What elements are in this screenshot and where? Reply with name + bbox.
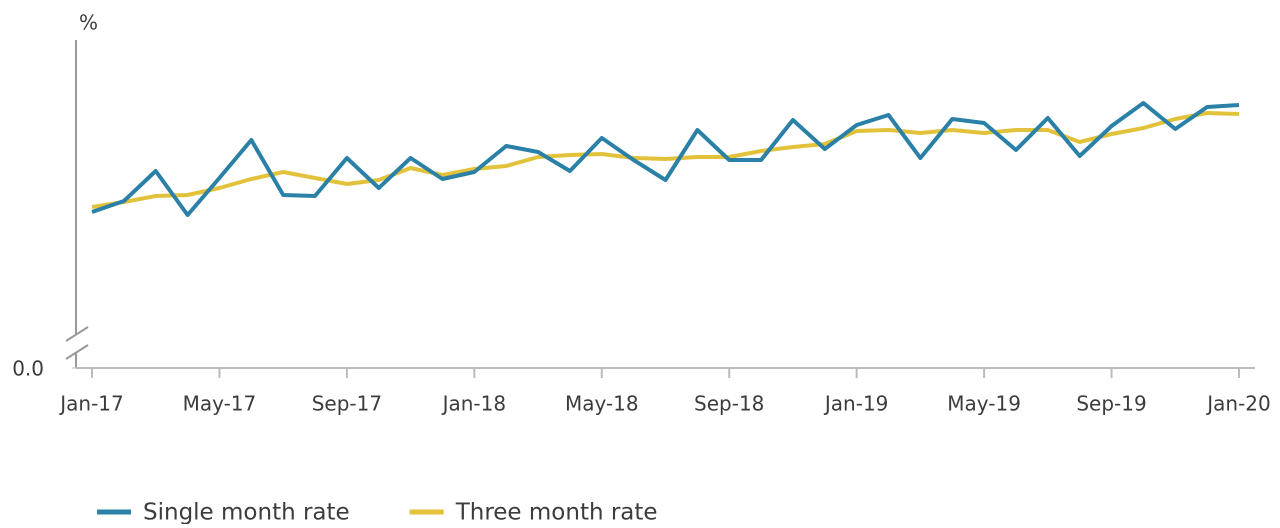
y-tick-label: 0.0 [12,357,44,381]
x-tick-label: Jan-20 [1205,392,1271,416]
axis-break [65,326,89,342]
axis-break [65,344,89,360]
x-tick-label: Jan-19 [823,392,889,416]
legend-label: Single month rate [143,500,350,525]
x-tick-label: May-18 [565,392,639,416]
x-tick-label: Sep-19 [1076,392,1146,416]
x-tick-label: May-19 [947,392,1021,416]
y-axis-label: % [79,11,98,35]
x-tick-label: Sep-18 [694,392,764,416]
series-line [91,111,1240,209]
series-line [91,101,1240,217]
x-tick-label: Sep-17 [312,392,382,416]
x-tick-label: Jan-18 [441,392,507,416]
x-tick-label: May-17 [183,392,257,416]
x-tick-label: Jan-17 [58,392,124,416]
legend-label: Three month rate [455,500,658,525]
